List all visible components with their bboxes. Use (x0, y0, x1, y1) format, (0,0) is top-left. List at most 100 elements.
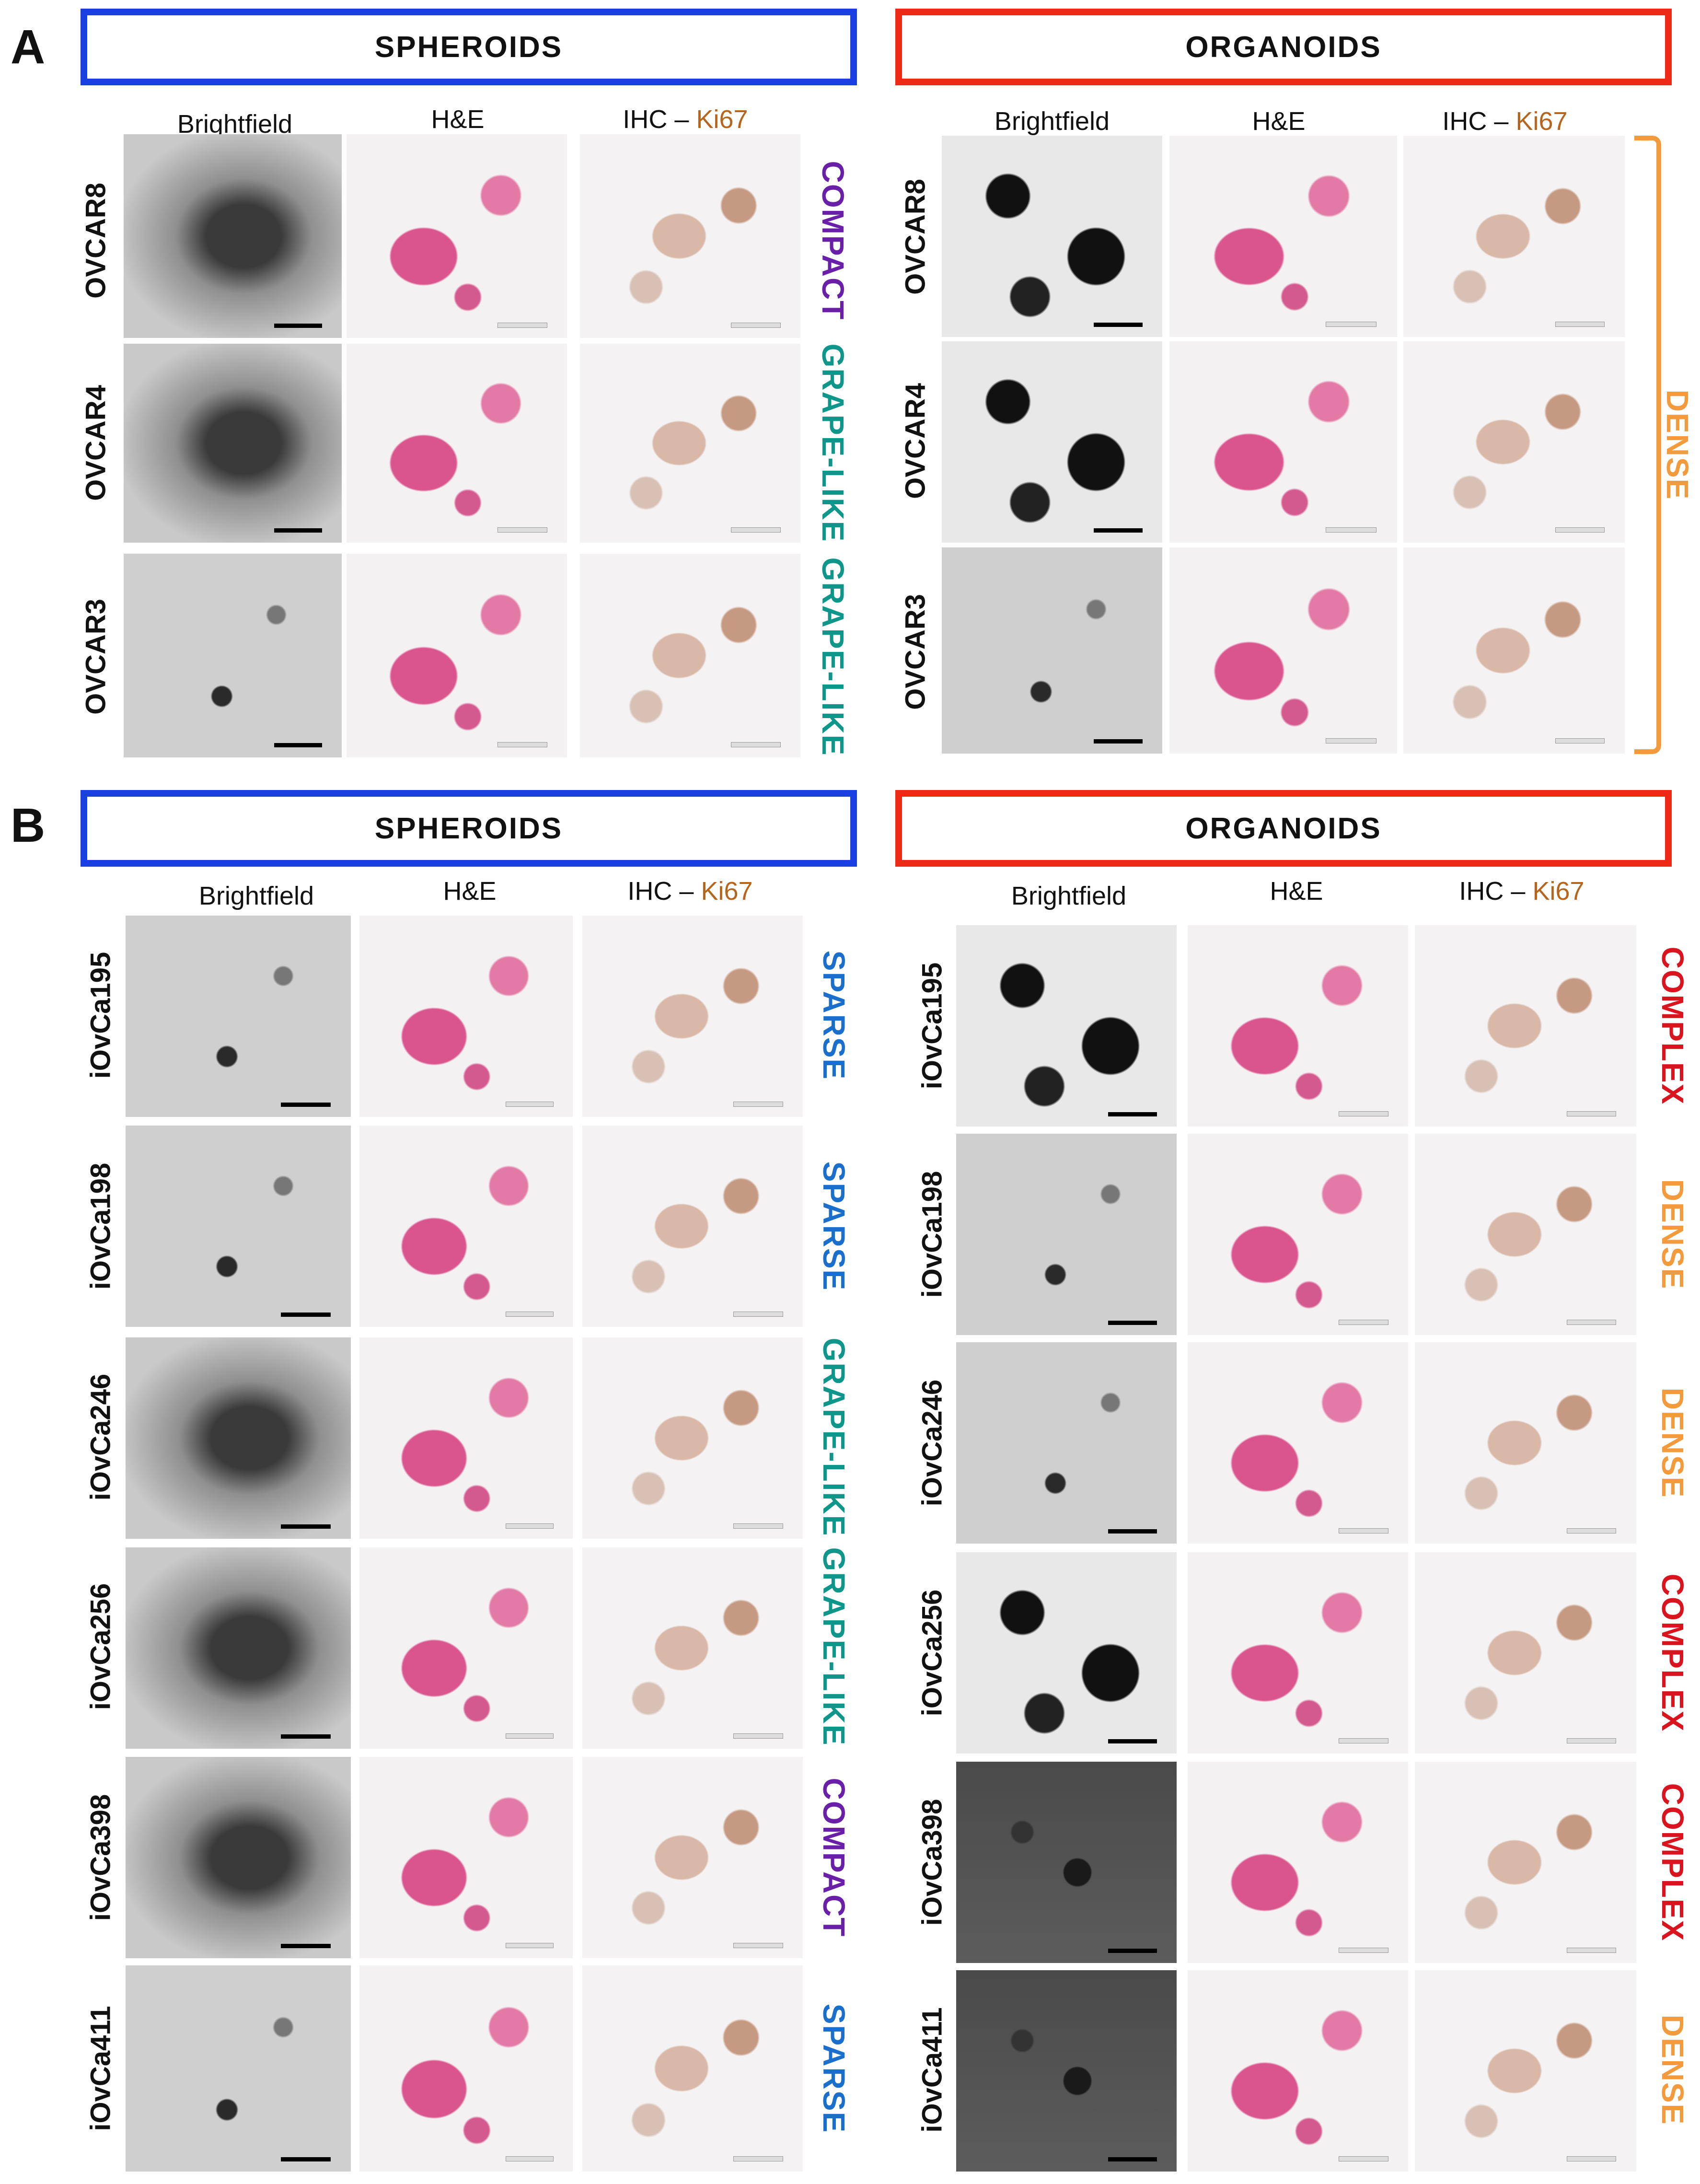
panel-b-spheroid-ihc-image (582, 1547, 803, 1749)
panel-b-spheroid-class-label: SPARSE (817, 1161, 851, 1291)
panel-b-spheroids-ihc-header: IHC – Ki67 (627, 876, 752, 906)
scale-bar (1108, 2157, 1157, 2161)
panel-a-row-label: OVCAR4 (80, 385, 112, 501)
panel-b-organoid-brightfield-image (956, 1552, 1177, 1754)
panel-b-spheroid-he-image (359, 1965, 573, 2172)
scale-bar (733, 1102, 783, 1107)
panel-b-spheroid-brightfield-image (126, 1126, 351, 1327)
panel-a-organoid-class-label: DENSE (1660, 389, 1695, 500)
panel-b-organoid-he-image (1188, 1552, 1408, 1754)
scale-bar (1555, 322, 1605, 327)
panel-b-spheroid-class-label: GRAPE-LIKE (817, 1337, 851, 1537)
panel-b-letter: B (11, 799, 46, 852)
panel-a-spheroids-he-header: H&E (431, 105, 485, 134)
panel-a-organoid-ihc-image (1403, 547, 1625, 754)
scale-bar (281, 1103, 331, 1107)
panel-a-row-label: OVCAR4 (900, 383, 931, 499)
scale-bar (274, 528, 323, 533)
panel-b-organoid-ihc-image (1415, 1552, 1636, 1754)
scale-bar (731, 527, 781, 533)
panel-b-row-label: iOvCa256 (85, 1583, 116, 1710)
panel-a-spheroid-ihc-image (580, 554, 800, 757)
panel-a-spheroid-class-label: GRAPE-LIKE (816, 343, 850, 543)
ki67-marker: Ki67 (1515, 107, 1568, 136)
panel-a-spheroid-brightfield-image (124, 134, 342, 338)
scale-bar (1566, 1320, 1617, 1325)
scale-bar (1094, 323, 1143, 327)
ki67-marker: Ki67 (1532, 877, 1584, 906)
scale-bar (281, 1313, 331, 1317)
panel-b-organoid-brightfield-image (956, 925, 1177, 1127)
scale-bar (1339, 2156, 1388, 2161)
panel-b-spheroid-class-label: COMPACT (817, 1777, 851, 1938)
panel-a-spheroid-he-image (347, 554, 567, 757)
scale-bar (733, 1943, 783, 1948)
panel-b-organoid-ihc-image (1415, 1342, 1636, 1544)
scale-bar (731, 742, 781, 747)
panel-b-organoid-brightfield-image (956, 1970, 1177, 2172)
scale-bar (1108, 1739, 1157, 1743)
ihc-prefix: IHC – (1459, 877, 1533, 906)
panel-a-spheroid-ihc-image (580, 134, 800, 338)
panel-b-row-label: iOvCa256 (916, 1589, 948, 1717)
panel-a-organoids-ihc-header: IHC – Ki67 (1442, 106, 1567, 136)
panel-b-spheroid-class-label: SPARSE (817, 2003, 851, 2134)
scale-bar (281, 2157, 331, 2161)
panel-b-organoid-ihc-image (1415, 1970, 1636, 2172)
panel-b-organoid-ihc-image (1415, 925, 1636, 1127)
panel-b-spheroid-he-image (359, 916, 573, 1117)
panel-b-spheroids-title: SPHEROIDS (81, 790, 857, 867)
panel-b-spheroids-brightfield-header: Brightfield (198, 882, 314, 910)
panel-b-organoid-class-label: COMPLEX (1655, 1783, 1690, 1942)
panel-b-organoid-class-label: DENSE (1655, 1179, 1690, 1290)
panel-a-organoid-he-image (1169, 136, 1397, 337)
scale-bar (1555, 738, 1605, 743)
panel-b-organoids-brightfield-header: Brightfield (1011, 882, 1127, 910)
panel-b-organoid-ihc-image (1415, 1134, 1636, 1335)
panel-a-spheroids-title: SPHEROIDS (81, 9, 857, 85)
scale-bar (1108, 1321, 1157, 1325)
scale-bar (1325, 738, 1377, 743)
scale-bar (506, 1523, 554, 1529)
panel-b-spheroid-brightfield-image (126, 1757, 351, 1958)
scale-bar (497, 742, 547, 747)
scale-bar (281, 1734, 331, 1739)
panel-a-organoids-brightfield-header: Brightfield (994, 107, 1110, 136)
panel-b-row-label: iOvCa411 (916, 2007, 948, 2133)
panel-b-spheroid-brightfield-image (126, 1547, 351, 1749)
panel-a-spheroid-ihc-image (580, 344, 800, 543)
panel-a-spheroids-ihc-header: IHC – Ki67 (623, 105, 748, 134)
scale-bar (1325, 527, 1377, 533)
panel-a-row-label: OVCAR8 (80, 183, 112, 299)
scale-bar (274, 743, 323, 747)
scale-bar (1325, 322, 1377, 327)
panel-b-spheroid-class-label: SPARSE (817, 950, 851, 1080)
panel-b-row-label: iOvCa198 (916, 1171, 948, 1298)
scale-bar (1555, 527, 1605, 533)
scale-bar (1108, 1949, 1157, 1953)
panel-b-spheroids-he-header: H&E (443, 877, 497, 906)
scale-bar (731, 322, 781, 328)
scale-bar (506, 1733, 554, 1739)
panel-b-row-label: iOvCa195 (85, 952, 116, 1079)
panel-a-row-label: OVCAR8 (900, 179, 931, 295)
panel-b-organoids-title: ORGANOIDS (895, 790, 1672, 867)
scale-bar (1566, 1948, 1617, 1953)
scale-bar (497, 322, 547, 328)
panel-a-organoid-ihc-image (1403, 136, 1625, 337)
panel-b-spheroid-ihc-image (582, 1757, 803, 1958)
ki67-marker: Ki67 (701, 877, 753, 906)
panel-b-spheroid-he-image (359, 1126, 573, 1327)
panel-b-organoid-brightfield-image (956, 1342, 1177, 1544)
scale-bar (1339, 1111, 1388, 1116)
panel-b-row-label: iOvCa398 (85, 1794, 116, 1921)
scale-bar (281, 1524, 331, 1529)
panel-b-organoid-class-label: DENSE (1655, 1387, 1690, 1499)
scale-bar (1108, 1529, 1157, 1533)
scale-bar (733, 2156, 783, 2161)
panel-b-organoid-he-image (1188, 925, 1408, 1127)
scale-bar (1094, 528, 1143, 533)
panel-a-spheroid-class-label: GRAPE-LIKE (816, 557, 850, 756)
panel-a-spheroid-he-image (347, 344, 567, 543)
scale-bar (733, 1312, 783, 1317)
